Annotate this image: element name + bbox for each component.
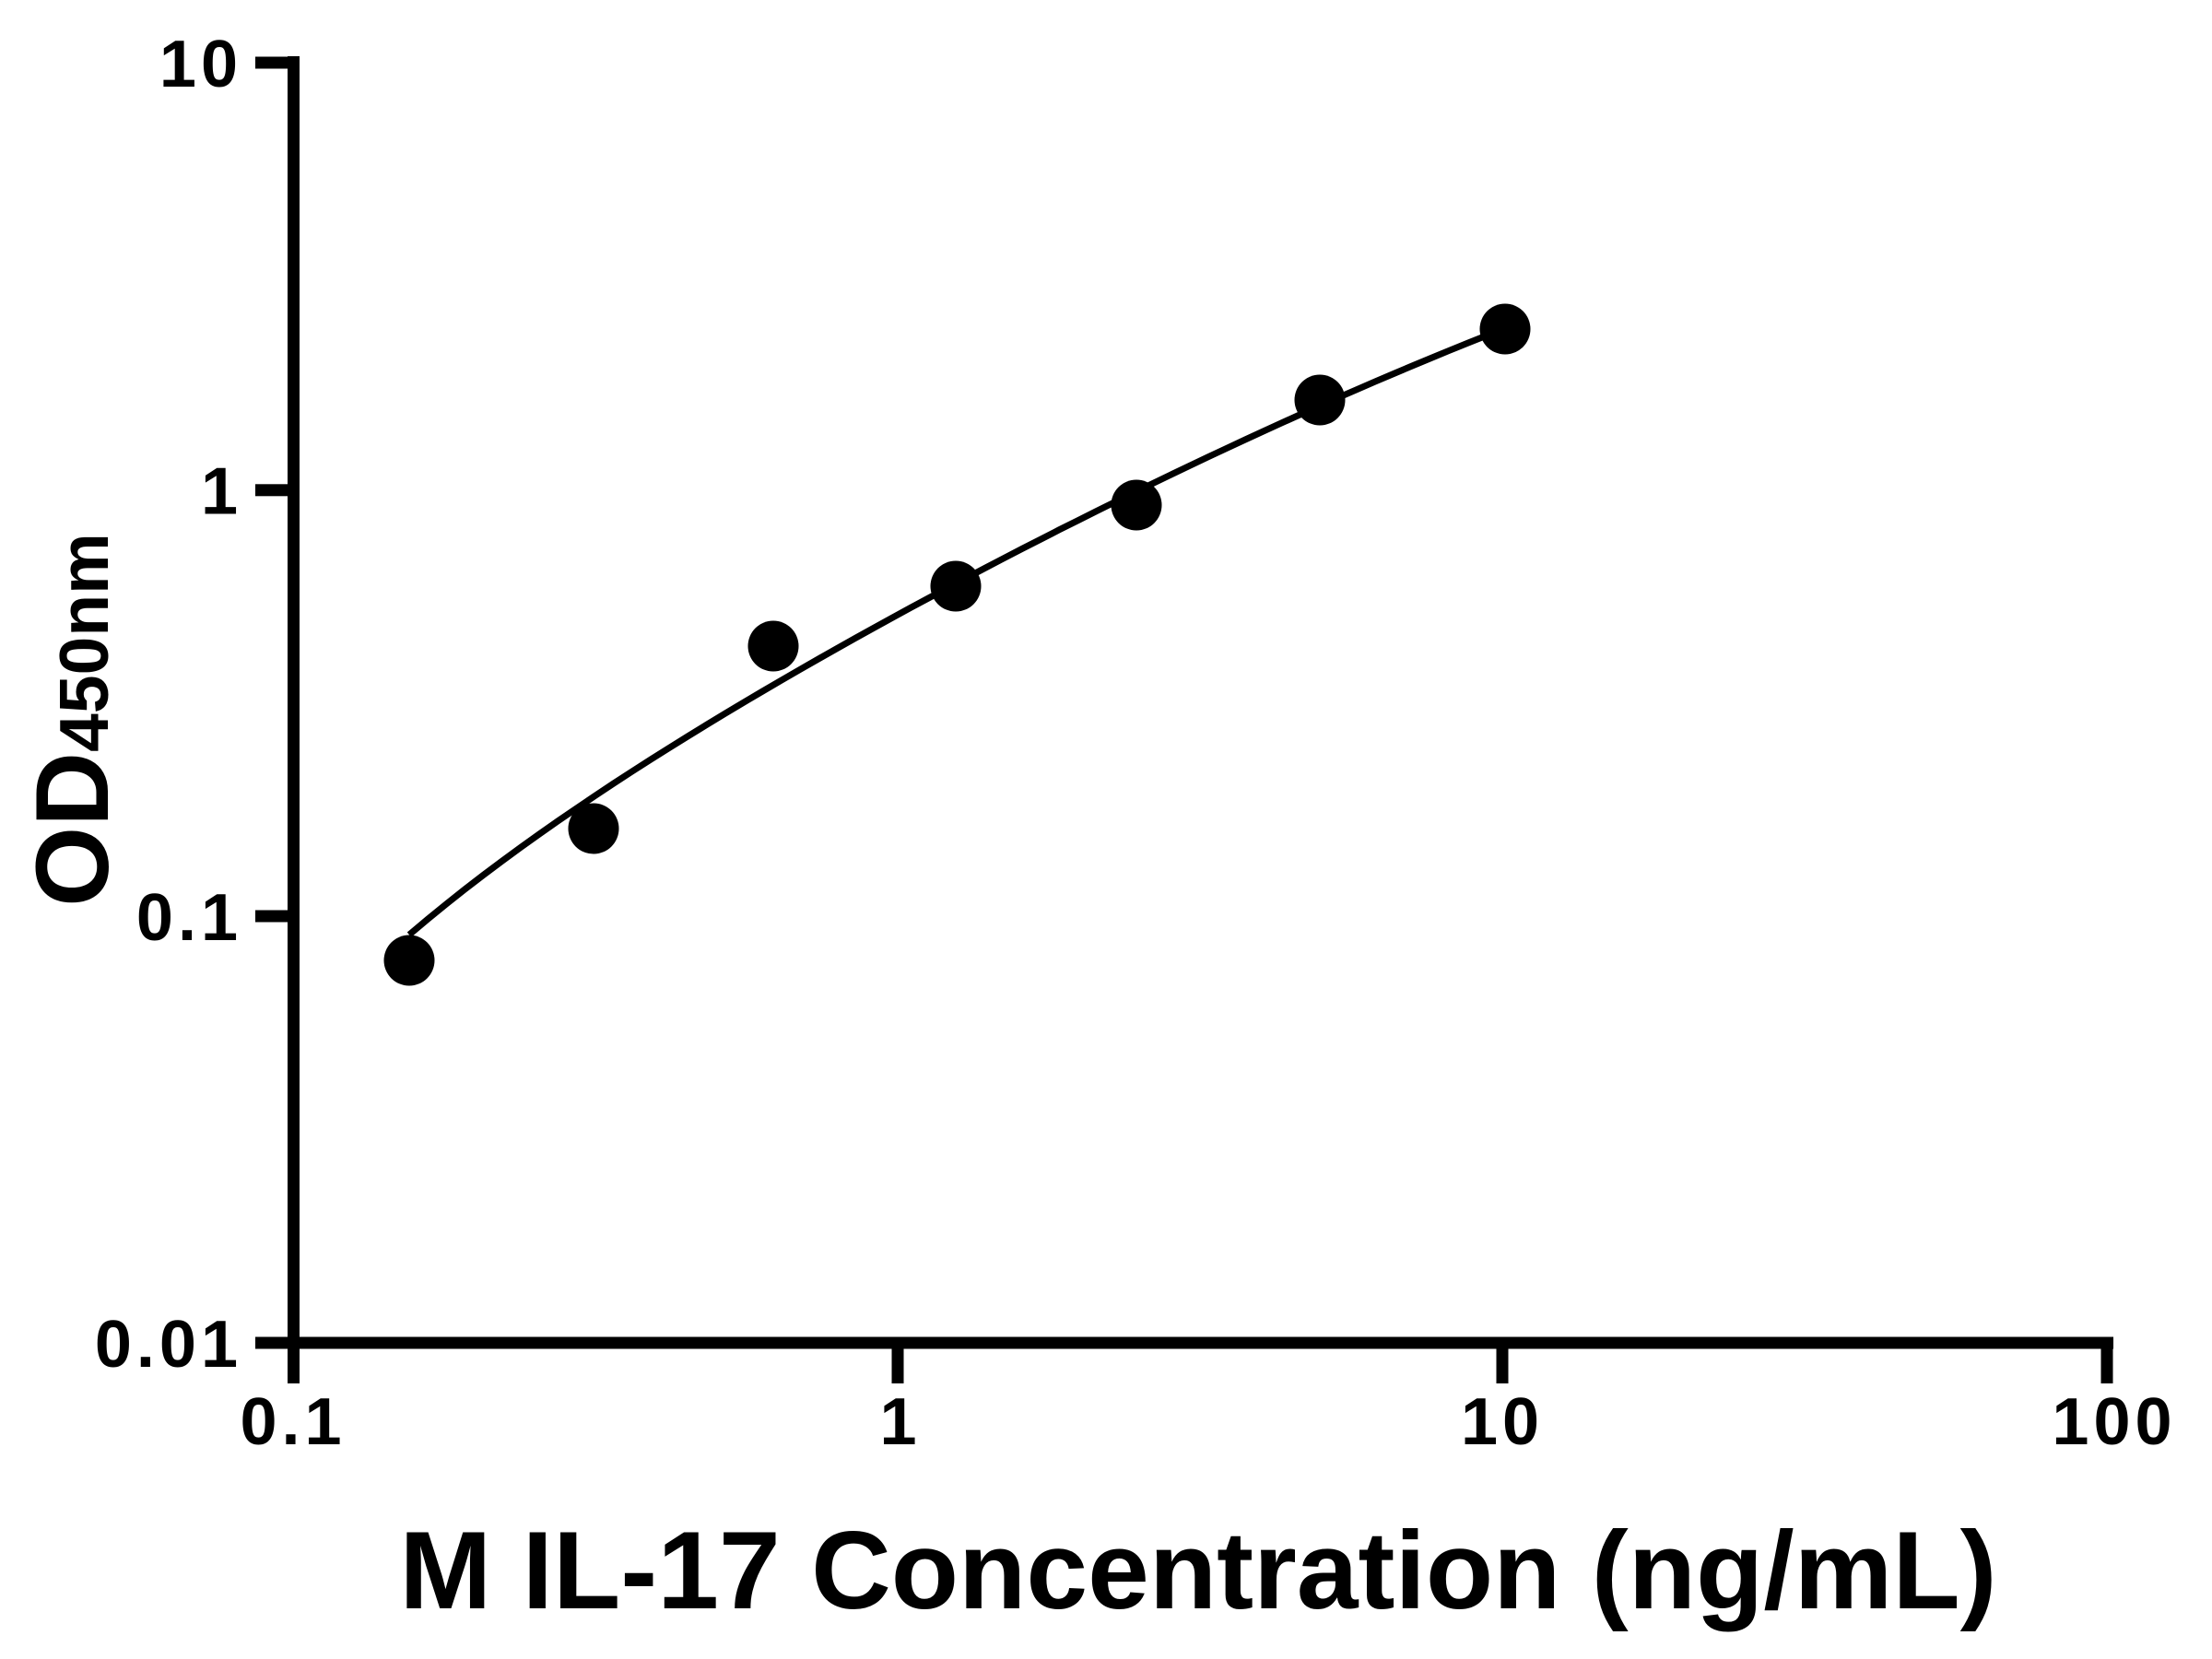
- svg-text:M IL-17 Concentration (ng/mL): M IL-17 Concentration (ng/mL): [399, 1509, 1996, 1632]
- svg-text:0.1: 0.1: [136, 881, 242, 955]
- svg-text:0.01: 0.01: [95, 1308, 242, 1382]
- svg-text:10: 10: [159, 28, 242, 101]
- svg-text:100: 100: [2052, 1385, 2176, 1459]
- svg-text:10: 10: [1461, 1385, 1544, 1459]
- svg-text:OD450nm: OD450nm: [15, 533, 130, 907]
- svg-text:1: 1: [201, 455, 242, 529]
- svg-text:0.1: 0.1: [240, 1385, 346, 1459]
- svg-text:1: 1: [879, 1385, 921, 1459]
